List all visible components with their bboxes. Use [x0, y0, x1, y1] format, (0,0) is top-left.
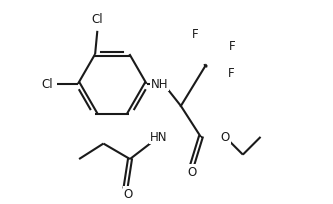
Text: Cl: Cl — [41, 78, 53, 91]
Text: O: O — [124, 187, 133, 200]
Text: NH: NH — [151, 78, 168, 91]
Text: F: F — [229, 39, 236, 52]
Text: F: F — [228, 67, 235, 80]
Text: O: O — [188, 165, 197, 178]
Text: Cl: Cl — [92, 13, 103, 26]
Text: HN: HN — [150, 131, 167, 144]
Text: F: F — [192, 28, 198, 41]
Text: O: O — [220, 131, 230, 144]
